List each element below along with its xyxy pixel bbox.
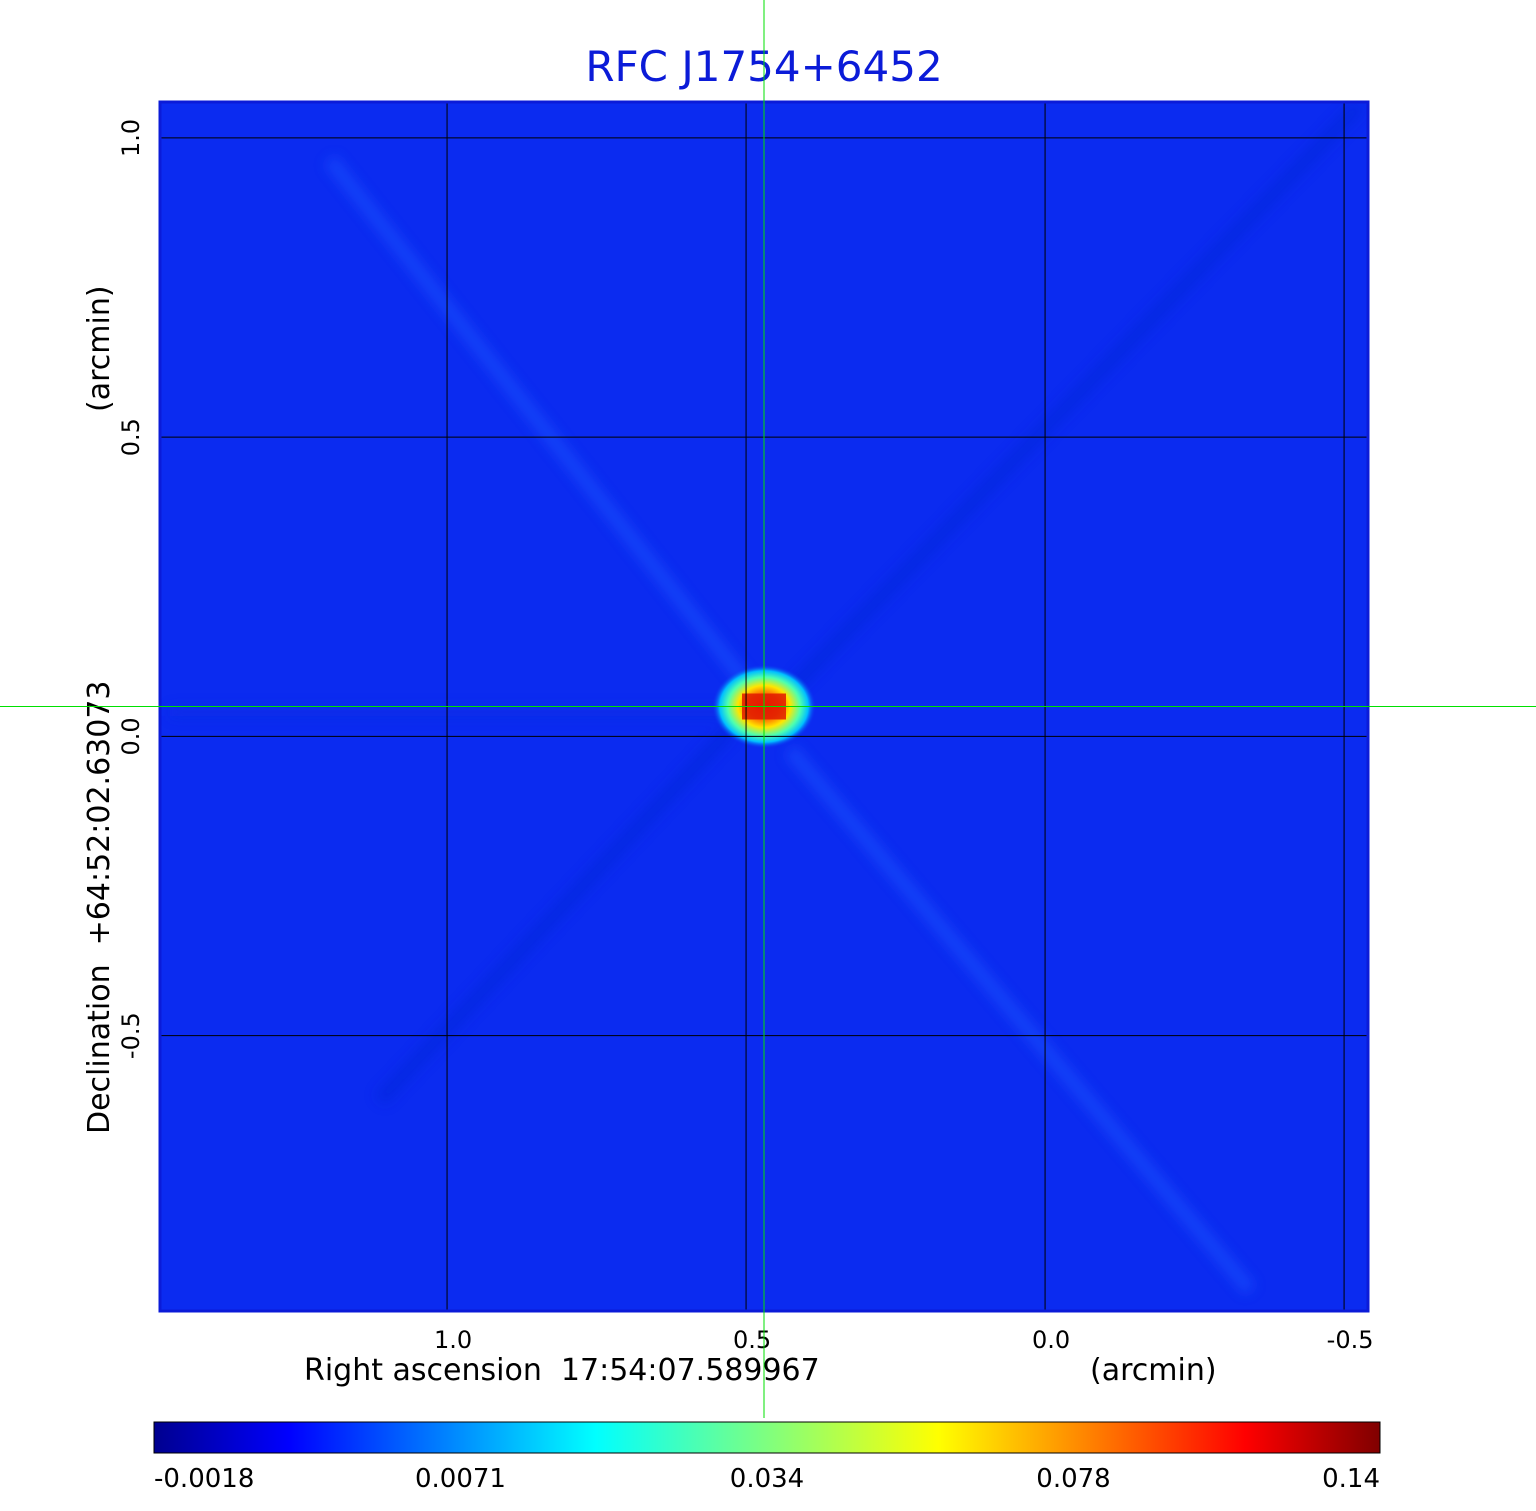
y-tick-label: 1.0 [117,119,145,157]
x-tick-label: 1.0 [434,1326,472,1354]
colorbar-tick-label: -0.0018 [154,1464,254,1494]
colorbar-tick-label: 0.034 [730,1464,804,1494]
y-tick-labels: 1.0 0.5 0.0 -0.5 [117,119,145,1059]
y-tick-label: 0.5 [117,418,145,456]
colorbar-tick-label: 0.0071 [415,1464,506,1494]
x-axis-unit: (arcmin) [1090,1353,1217,1388]
colorbar-tick-labels: -0.0018 0.0071 0.034 0.078 0.14 [154,1464,1380,1494]
colorbar-tick-label: 0.14 [1322,1464,1380,1494]
x-axis-label: Right ascension 17:54:07.589967 [304,1353,820,1388]
y-axis-label: Declination +64:52:02.63073 [82,680,117,1134]
sidelobe-streak [784,102,1366,695]
sidelobe-streak [324,155,766,705]
x-tick-label: -0.5 [1327,1326,1374,1354]
sidelobe-streak [374,725,736,1105]
sidelobe-streak [784,745,1256,1295]
x-tick-label: 0.5 [733,1326,771,1354]
y-tick-label: -0.5 [117,1012,145,1059]
y-axis-unit: (arcmin) [82,285,117,412]
sidelobe-streaks [170,102,1366,1295]
y-tick-label: 0.0 [117,717,145,755]
x-tick-label: 0.0 [1032,1326,1070,1354]
colorbar [153,1421,1381,1454]
crosshair [0,0,1536,1418]
colorbar-tick-label: 0.078 [1036,1464,1110,1494]
x-tick-labels: 1.0 0.5 0.0 -0.5 [434,1326,1374,1354]
